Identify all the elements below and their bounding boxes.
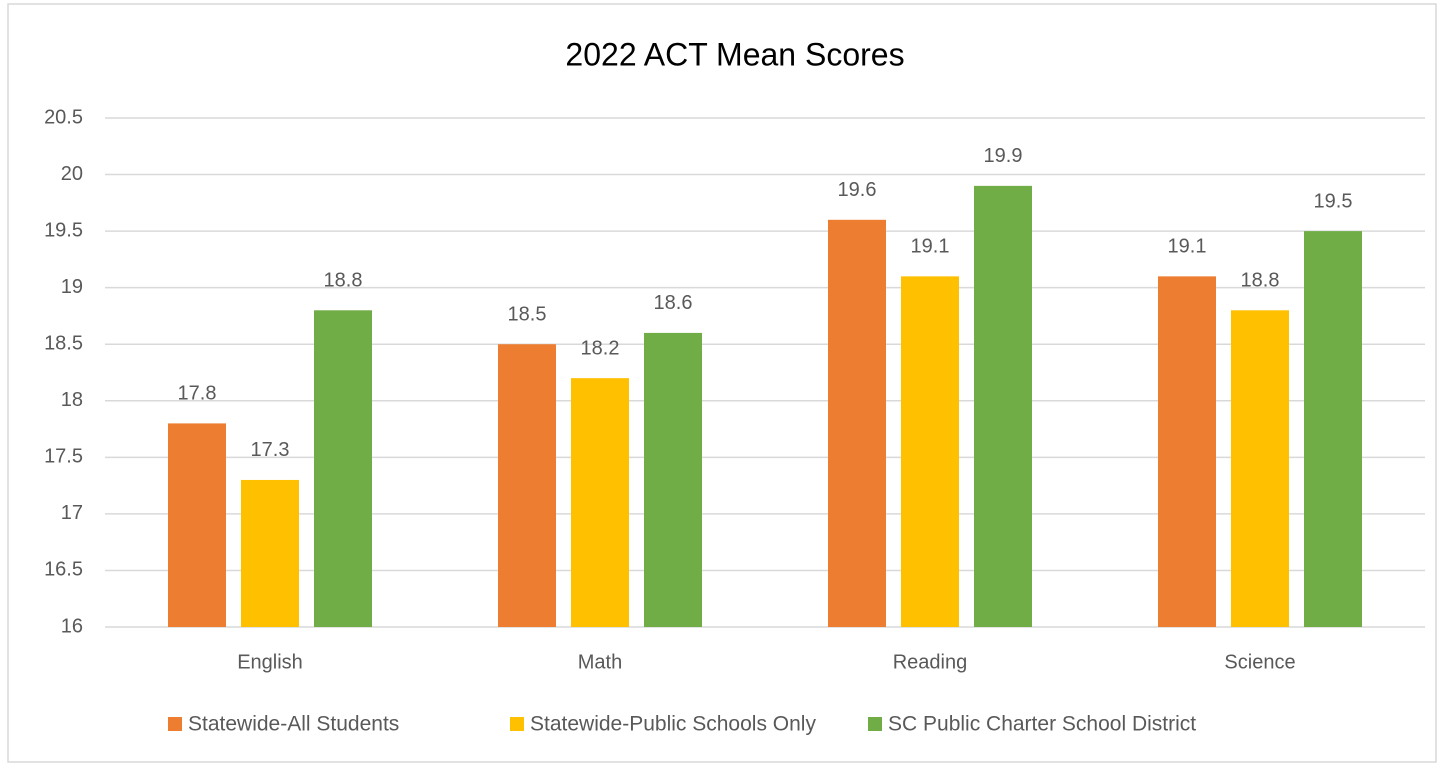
y-tick-label: 19 xyxy=(61,276,83,298)
bar xyxy=(498,344,556,627)
data-label: 19.1 xyxy=(911,236,950,258)
bar xyxy=(901,276,959,627)
data-label: 19.9 xyxy=(984,145,1023,167)
data-label: 19.6 xyxy=(838,179,877,201)
legend-swatch xyxy=(168,717,182,731)
bar xyxy=(828,219,886,628)
bar xyxy=(974,185,1032,627)
data-label: 18.2 xyxy=(581,337,620,359)
y-tick-label: 17 xyxy=(61,502,83,524)
y-tick-label: 18.5 xyxy=(44,333,83,355)
y-tick-label: 17.5 xyxy=(44,446,83,468)
y-tick-label: 20 xyxy=(61,163,83,185)
legend-label: SC Public Charter School District xyxy=(888,713,1196,736)
data-label: 19.1 xyxy=(1168,236,1207,258)
bar xyxy=(168,423,226,627)
x-tick-label: Reading xyxy=(893,651,968,673)
data-label: 18.5 xyxy=(508,304,547,326)
bar xyxy=(571,378,629,627)
y-tick-label: 18 xyxy=(61,389,83,411)
bar xyxy=(1304,231,1362,627)
data-label: 18.6 xyxy=(654,292,693,314)
data-label: 19.5 xyxy=(1314,190,1353,212)
data-label: 18.8 xyxy=(324,270,363,292)
legend-label: Statewide-All Students xyxy=(188,713,399,736)
bar xyxy=(1158,276,1216,627)
chart-title: 2022 ACT Mean Scores xyxy=(565,36,904,72)
x-tick-label: Math xyxy=(578,651,622,673)
y-tick-label: 20.5 xyxy=(44,106,83,128)
x-tick-label: English xyxy=(237,651,303,673)
bar xyxy=(1231,310,1289,627)
data-label: 17.3 xyxy=(251,439,290,461)
legend-swatch xyxy=(868,717,882,731)
x-tick-label: Science xyxy=(1224,651,1295,673)
y-tick-label: 16 xyxy=(61,615,83,637)
legend-swatch xyxy=(510,717,524,731)
bar xyxy=(644,332,702,627)
y-tick-label: 16.5 xyxy=(44,559,83,581)
data-label: 18.8 xyxy=(1241,270,1280,292)
bar xyxy=(241,479,299,627)
y-tick-label: 19.5 xyxy=(44,219,83,241)
bar xyxy=(314,310,372,627)
data-label: 17.8 xyxy=(178,383,217,405)
legend-label: Statewide-Public Schools Only xyxy=(530,713,816,736)
